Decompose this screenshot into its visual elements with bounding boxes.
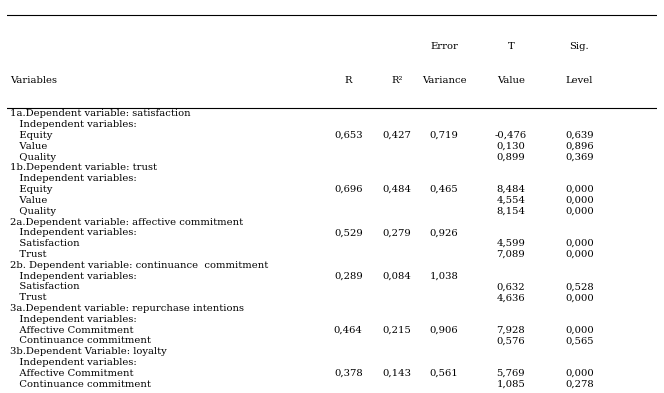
Text: 0,561: 0,561 [430, 369, 458, 378]
Text: 0,000: 0,000 [565, 326, 594, 334]
Text: Value: Value [497, 77, 525, 85]
Text: Independent variables:: Independent variables: [10, 174, 137, 183]
Text: 4,554: 4,554 [497, 196, 525, 205]
Text: Variables: Variables [10, 77, 57, 85]
Text: 0,565: 0,565 [565, 336, 594, 345]
Text: Independent variables:: Independent variables: [10, 120, 137, 129]
Text: Error: Error [430, 42, 458, 51]
Text: 0,369: 0,369 [565, 152, 594, 162]
Text: 0,465: 0,465 [430, 185, 458, 194]
Text: 0,719: 0,719 [430, 131, 458, 140]
Text: 0,926: 0,926 [430, 228, 458, 237]
Text: 0,899: 0,899 [497, 152, 525, 162]
Text: Satisfaction: Satisfaction [10, 239, 80, 248]
Text: Continuance commitment: Continuance commitment [10, 380, 151, 389]
Text: Quality: Quality [10, 152, 56, 162]
Text: Independent variables:: Independent variables: [10, 315, 137, 324]
Text: 0,215: 0,215 [382, 326, 412, 334]
Text: 7,928: 7,928 [497, 326, 525, 334]
Text: 0,427: 0,427 [382, 131, 412, 140]
Text: 0,464: 0,464 [334, 326, 363, 334]
Text: 0,639: 0,639 [565, 131, 594, 140]
Text: 2b. Dependent variable: continuance  commitment: 2b. Dependent variable: continuance comm… [10, 261, 268, 270]
Text: Independent variables:: Independent variables: [10, 358, 137, 367]
Text: 0,278: 0,278 [565, 380, 594, 389]
Text: 0,000: 0,000 [565, 250, 594, 259]
Text: 0,378: 0,378 [334, 369, 363, 378]
Text: Value: Value [10, 142, 47, 151]
Text: 0,279: 0,279 [382, 228, 412, 237]
Text: Equity: Equity [10, 131, 52, 140]
Text: R: R [345, 77, 352, 85]
Text: 0,000: 0,000 [565, 369, 594, 378]
Text: 8,154: 8,154 [497, 207, 525, 216]
Text: 3a.Dependent variable: repurchase intentions: 3a.Dependent variable: repurchase intent… [10, 304, 244, 313]
Text: 0,896: 0,896 [565, 142, 594, 151]
Text: Equity: Equity [10, 185, 52, 194]
Text: 4,636: 4,636 [497, 293, 525, 302]
Text: 0,143: 0,143 [382, 369, 412, 378]
Text: 8,484: 8,484 [497, 185, 525, 194]
Text: Quality: Quality [10, 207, 56, 216]
Text: 0,084: 0,084 [382, 272, 412, 281]
Text: Affective Commitment: Affective Commitment [10, 326, 133, 334]
Text: 0,130: 0,130 [497, 142, 525, 151]
Text: Continuance commitment: Continuance commitment [10, 336, 151, 345]
Text: 0,906: 0,906 [430, 326, 458, 334]
Text: 0,000: 0,000 [565, 185, 594, 194]
Text: 0,653: 0,653 [334, 131, 363, 140]
Text: Value: Value [10, 196, 47, 205]
Text: 0,000: 0,000 [565, 293, 594, 302]
Text: 0,000: 0,000 [565, 207, 594, 216]
Text: Satisfaction: Satisfaction [10, 283, 80, 291]
Text: 0,289: 0,289 [334, 272, 363, 281]
Text: 0,528: 0,528 [565, 283, 594, 291]
Text: Trust: Trust [10, 293, 46, 302]
Text: -0,476: -0,476 [495, 131, 527, 140]
Text: Independent variables:: Independent variables: [10, 228, 137, 237]
Text: Level: Level [566, 77, 593, 85]
Text: 0,632: 0,632 [497, 283, 525, 291]
Text: 0,484: 0,484 [382, 185, 412, 194]
Text: 1a.Dependent variable: satisfaction: 1a.Dependent variable: satisfaction [10, 109, 191, 118]
Text: R²: R² [391, 77, 403, 85]
Text: 0,000: 0,000 [565, 196, 594, 205]
Text: 1b.Dependent variable: trust: 1b.Dependent variable: trust [10, 163, 157, 173]
Text: 2a.Dependent variable: affective commitment: 2a.Dependent variable: affective commitm… [10, 217, 243, 226]
Text: 4,599: 4,599 [497, 239, 525, 248]
Text: 3b.Dependent Variable: loyalty: 3b.Dependent Variable: loyalty [10, 347, 167, 356]
Text: Variance: Variance [422, 77, 466, 85]
Text: 7,089: 7,089 [497, 250, 525, 259]
Text: T: T [507, 42, 515, 51]
Text: Trust: Trust [10, 250, 46, 259]
Text: 0,576: 0,576 [497, 336, 525, 345]
Text: 1,038: 1,038 [430, 272, 458, 281]
Text: Independent variables:: Independent variables: [10, 272, 137, 281]
Text: 0,529: 0,529 [334, 228, 363, 237]
Text: 0,696: 0,696 [334, 185, 363, 194]
Text: 5,769: 5,769 [497, 369, 525, 378]
Text: 0,000: 0,000 [565, 239, 594, 248]
Text: Sig.: Sig. [570, 42, 589, 51]
Text: 1,085: 1,085 [497, 380, 525, 389]
Text: Affective Commitment: Affective Commitment [10, 369, 133, 378]
